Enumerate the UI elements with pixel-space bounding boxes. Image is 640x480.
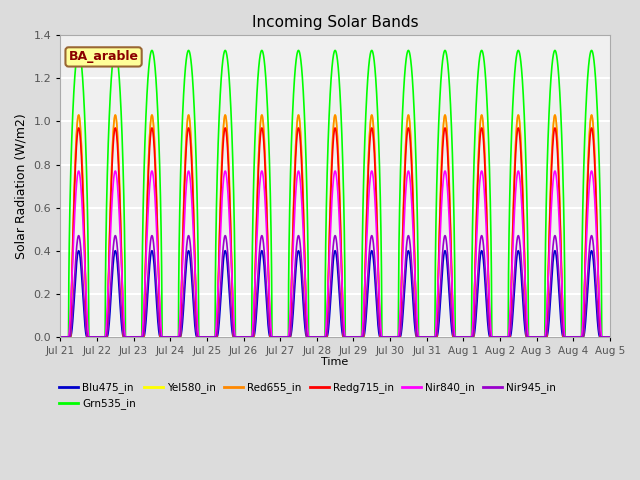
Redg715_in [75, 125, 83, 131]
Blu475_in [174, 334, 182, 340]
Red655_in [168, 334, 176, 340]
Yel580_in [174, 334, 182, 340]
Yel580_in [604, 334, 612, 340]
Redg715_in [489, 334, 497, 340]
Nir840_in [489, 334, 497, 340]
Blu475_in [75, 248, 83, 253]
Nir840_in [606, 334, 614, 340]
Grn535_in [56, 334, 64, 340]
Grn535_in [75, 48, 83, 53]
Yel580_in [606, 334, 614, 340]
Line: Blu475_in: Blu475_in [60, 251, 610, 337]
Red655_in [606, 334, 614, 340]
Y-axis label: Solar Radiation (W/m2): Solar Radiation (W/m2) [15, 113, 28, 259]
Red655_in [56, 334, 64, 340]
Nir840_in [174, 334, 182, 340]
Redg715_in [604, 334, 612, 340]
Nir840_in [411, 272, 419, 277]
Line: Nir945_in: Nir945_in [60, 236, 610, 337]
Red655_in [489, 334, 497, 340]
Blu475_in [489, 334, 497, 340]
Title: Incoming Solar Bands: Incoming Solar Bands [252, 15, 419, 30]
Grn535_in [606, 334, 614, 340]
Nir945_in [411, 315, 419, 321]
Text: BA_arable: BA_arable [68, 50, 139, 63]
Blu475_in [411, 325, 419, 331]
Blu475_in [262, 293, 270, 299]
Nir945_in [606, 334, 614, 340]
Line: Nir840_in: Nir840_in [60, 171, 610, 337]
Yel580_in [489, 334, 497, 340]
Grn535_in [262, 80, 270, 86]
Nir840_in [75, 168, 83, 174]
Nir945_in [75, 233, 83, 239]
Blu475_in [168, 334, 176, 340]
Nir945_in [604, 334, 612, 340]
Redg715_in [168, 334, 176, 340]
Nir945_in [168, 334, 176, 340]
Grn535_in [168, 334, 176, 340]
Grn535_in [489, 334, 497, 340]
Blu475_in [604, 334, 612, 340]
Grn535_in [604, 334, 612, 340]
Yel580_in [262, 182, 270, 188]
Nir840_in [604, 334, 612, 340]
Nir945_in [489, 334, 497, 340]
Yel580_in [168, 334, 176, 340]
Nir840_in [262, 218, 270, 224]
Nir840_in [168, 334, 176, 340]
Nir945_in [56, 334, 64, 340]
Line: Yel580_in: Yel580_in [60, 115, 610, 337]
Line: Grn535_in: Grn535_in [60, 50, 610, 337]
Red655_in [75, 112, 83, 118]
Redg715_in [411, 268, 419, 274]
Redg715_in [174, 334, 182, 340]
Legend: Blu475_in, Grn535_in, Yel580_in, Red655_in, Redg715_in, Nir840_in, Nir945_in: Blu475_in, Grn535_in, Yel580_in, Red655_… [55, 378, 560, 414]
Redg715_in [262, 191, 270, 196]
Red655_in [604, 334, 612, 340]
X-axis label: Time: Time [321, 357, 349, 367]
Red655_in [262, 182, 270, 188]
Redg715_in [56, 334, 64, 340]
Nir945_in [262, 278, 270, 284]
Yel580_in [56, 334, 64, 340]
Grn535_in [411, 128, 419, 133]
Blu475_in [606, 334, 614, 340]
Grn535_in [174, 334, 182, 340]
Line: Redg715_in: Redg715_in [60, 128, 610, 337]
Redg715_in [606, 334, 614, 340]
Yel580_in [75, 112, 83, 118]
Line: Red655_in: Red655_in [60, 115, 610, 337]
Red655_in [174, 334, 182, 340]
Nir840_in [56, 334, 64, 340]
Yel580_in [411, 264, 419, 270]
Red655_in [411, 264, 419, 270]
Nir945_in [174, 334, 182, 340]
Blu475_in [56, 334, 64, 340]
